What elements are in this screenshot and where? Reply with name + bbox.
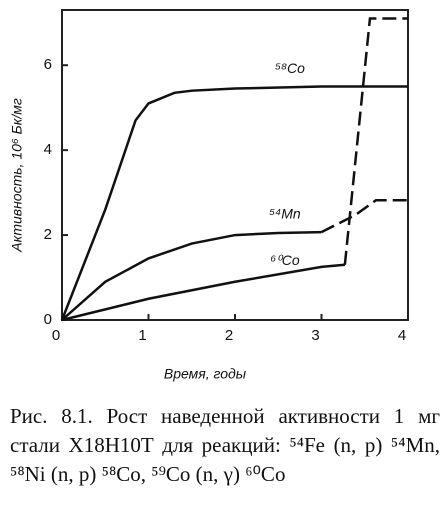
x-tick-label: 0	[52, 327, 60, 344]
series-label: ⁵⁸Co	[275, 60, 305, 76]
series-label: ⁵⁴Mn	[269, 206, 301, 222]
series-line-dashed	[343, 17, 408, 265]
series-line	[61, 263, 345, 322]
x-axis-label: Время, годы	[164, 366, 247, 382]
chart: Время, годы Активность, 10⁶ Бк/мг 0 1 2 3 4 0…	[9, 9, 409, 382]
x-tick-label: 2	[225, 327, 233, 344]
y-tick-label: 6	[44, 56, 52, 73]
series-line	[60, 85, 408, 321]
x-tick-label: 1	[138, 327, 146, 344]
y-tick-label: 2	[44, 226, 52, 243]
x-tick-label: 3	[311, 327, 319, 344]
y-tick-label: 4	[44, 141, 52, 158]
series-line-dashed	[320, 198, 408, 234]
series-line	[61, 230, 322, 321]
x-tick-label: 4	[398, 327, 406, 344]
series-label: ⁶⁰Co	[270, 252, 300, 268]
y-tick-label: 0	[44, 311, 52, 328]
y-axis-label: Активность, 10⁶ Бк/мг	[9, 98, 25, 253]
caption: Рис. 8.1. Рост наведенной активности 1 м…	[10, 404, 440, 486]
